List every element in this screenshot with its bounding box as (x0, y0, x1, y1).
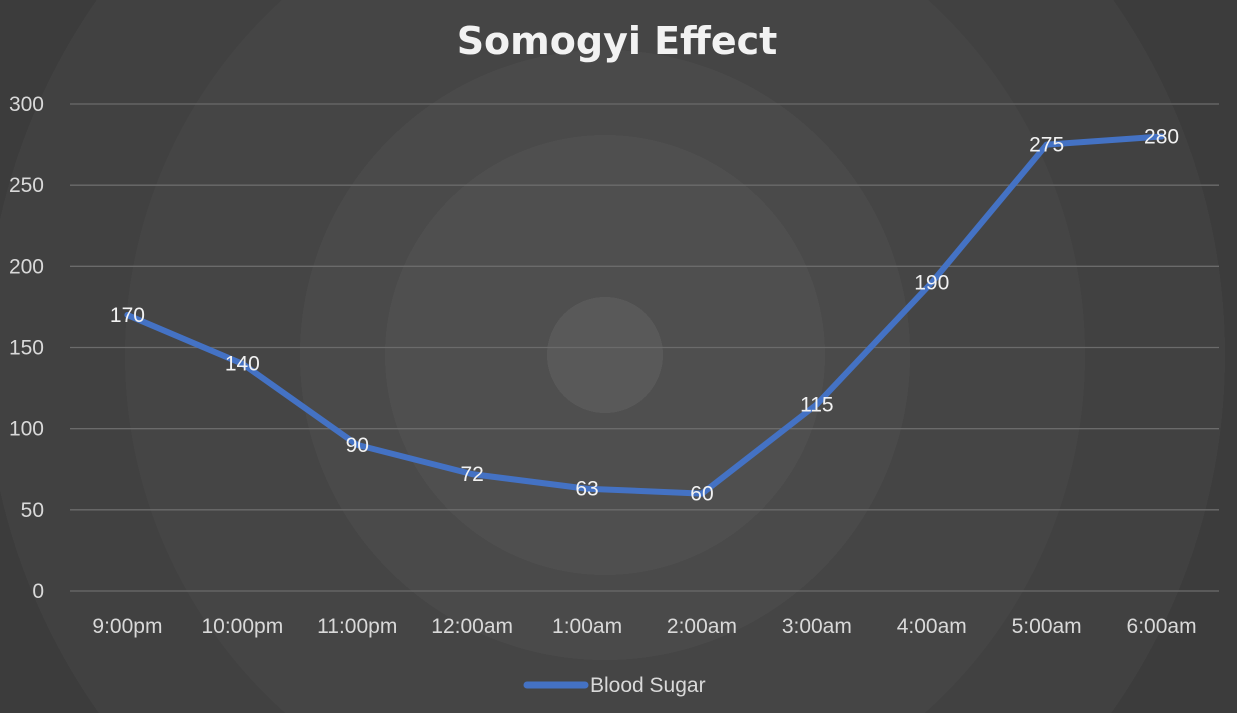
x-tick-label: 10:00pm (201, 615, 283, 638)
data-point (354, 441, 361, 448)
data-label: 275 (1029, 134, 1064, 157)
x-tick-label: 2:00am (667, 615, 737, 638)
gridlines (70, 103, 1219, 592)
series-line (124, 133, 1165, 497)
data-label: 63 (575, 478, 598, 501)
data-point (239, 360, 246, 367)
data-label: 190 (914, 272, 949, 295)
data-point (1043, 141, 1050, 148)
data-point (584, 485, 591, 492)
series-blood-sugar (124, 133, 1165, 497)
legend-label-blood-sugar: Blood Sugar (590, 674, 706, 697)
chart-title: Somogyi Effect (457, 19, 778, 63)
x-tick-label: 6:00am (1127, 615, 1197, 638)
data-point (124, 312, 131, 319)
x-tick-label: 12:00am (431, 615, 513, 638)
legend: Blood Sugar (523, 674, 706, 697)
data-label: 170 (110, 304, 145, 327)
y-tick-label: 100 (9, 418, 44, 441)
y-tick-label: 150 (9, 337, 44, 360)
data-label: 90 (346, 434, 369, 457)
data-label: 140 (225, 353, 260, 376)
x-tick-label: 1:00am (552, 615, 622, 638)
data-label: 60 (690, 483, 713, 506)
y-tick-label: 50 (21, 499, 44, 522)
x-tick-label: 9:00pm (92, 615, 162, 638)
data-point (1158, 133, 1165, 140)
x-tick-label: 4:00am (897, 615, 967, 638)
y-tick-label: 300 (9, 93, 44, 116)
y-axis: 0 50 100 150 200 250 300 (9, 93, 44, 603)
data-point (698, 490, 705, 497)
data-point (928, 279, 935, 286)
data-point (469, 471, 476, 478)
x-tick-label: 3:00am (782, 615, 852, 638)
data-label: 115 (800, 393, 833, 416)
y-tick-label: 250 (9, 174, 44, 197)
data-label: 72 (460, 463, 483, 486)
y-tick-label: 0 (32, 580, 44, 603)
data-labels: 170 140 90 72 63 60 115 190 275 280 (110, 125, 1179, 505)
x-axis: 9:00pm 10:00pm 11:00pm 12:00am 1:00am 2:00am 3… (92, 615, 1196, 638)
x-tick-label: 5:00am (1012, 615, 1082, 638)
x-tick-label: 11:00pm (317, 615, 397, 638)
data-point (813, 401, 820, 408)
data-label: 280 (1144, 125, 1179, 148)
y-tick-label: 200 (9, 255, 44, 278)
